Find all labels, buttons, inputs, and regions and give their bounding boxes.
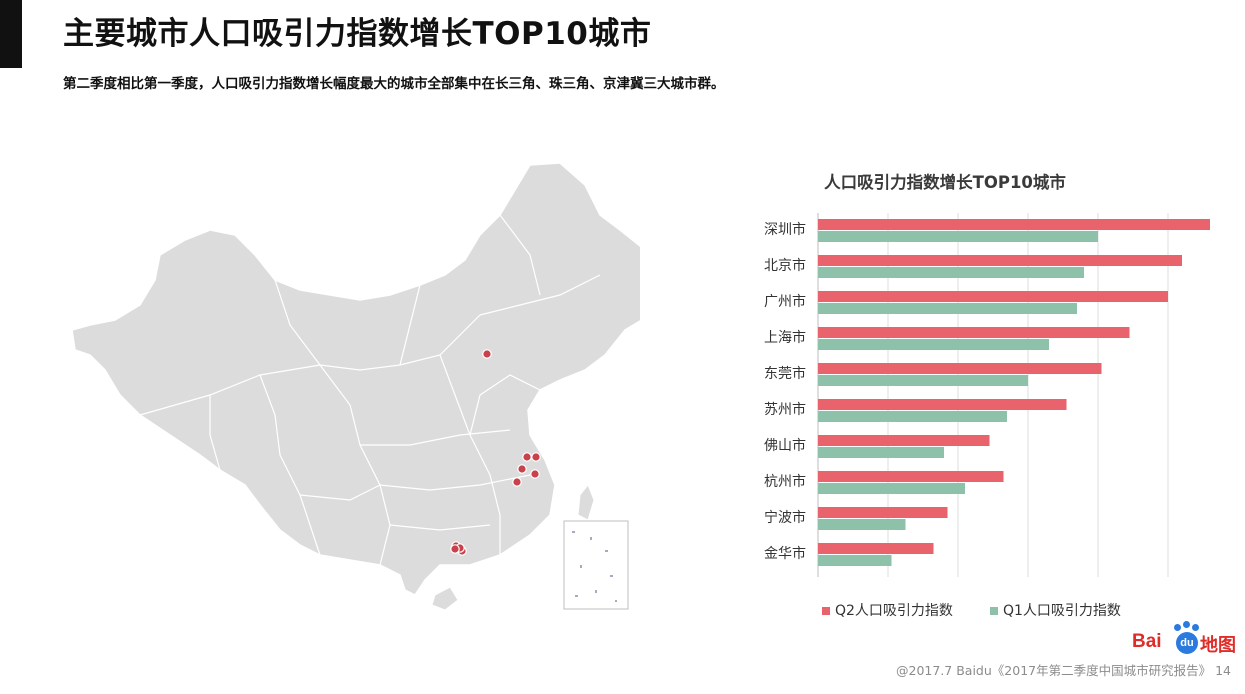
province-borders <box>139 214 601 566</box>
bar-q2 <box>818 543 934 554</box>
china-map <box>71 162 640 611</box>
category-label: 金华市 <box>764 545 806 562</box>
logo-paw-dot <box>1192 624 1199 631</box>
bar-q1 <box>818 339 1049 350</box>
city-marker <box>450 544 460 554</box>
footer-source-text: @2017.7 Baidu《2017年第二季度中国城市研究报告》 <box>896 663 1212 678</box>
page-subtitle: 第二季度相比第一季度，人口吸引力指数增长幅度最大的城市全部集中在长三角、珠三角、… <box>63 76 725 92</box>
bar-q2 <box>818 255 1182 266</box>
page-title: 主要城市人口吸引力指数增长TOP10城市 <box>63 16 652 52</box>
legend-label: Q1人口吸引力指数 <box>1003 603 1121 619</box>
bar-q2 <box>818 327 1130 338</box>
bar-q1 <box>818 231 1098 242</box>
bar-chart: 人口吸引力指数增长TOP10城市 深圳市北京市广州市上海市东莞市苏州市佛山市杭州… <box>764 172 1210 619</box>
taiwan-shape <box>577 484 595 521</box>
logo-badge: du <box>1176 632 1198 654</box>
bar-q2 <box>818 435 990 446</box>
bar-q1 <box>818 303 1077 314</box>
bar-q1 <box>818 483 965 494</box>
city-markers <box>450 349 541 556</box>
category-label: 佛山市 <box>764 437 806 454</box>
bar-q2 <box>818 507 948 518</box>
bar-q1 <box>818 447 944 458</box>
bar-q1 <box>818 519 906 530</box>
category-label: 北京市 <box>764 257 806 274</box>
inset-islands <box>572 531 617 602</box>
legend-swatch <box>990 607 998 615</box>
chart-title: 人口吸引力指数增长TOP10城市 <box>824 172 1066 192</box>
category-label: 杭州市 <box>764 473 806 490</box>
category-label: 宁波市 <box>764 509 806 526</box>
logo-paw-dot <box>1174 624 1181 631</box>
page-number: 14 <box>1215 663 1231 678</box>
category-label: 上海市 <box>764 329 806 346</box>
bar-q2 <box>818 399 1067 410</box>
hainan-shape <box>431 586 459 611</box>
title-accent-bar <box>0 0 22 68</box>
logo-suffix: 地图 <box>1200 635 1236 656</box>
baidu-map-logo: Bai du 地图 <box>1128 620 1238 660</box>
bar-q1 <box>818 267 1084 278</box>
legend-swatch <box>822 607 830 615</box>
bar-q2 <box>818 471 1004 482</box>
logo-text: Bai <box>1132 631 1162 652</box>
city-marker <box>522 452 532 462</box>
bar-q1 <box>818 555 892 566</box>
footer-source: @2017.7 Baidu《2017年第二季度中国城市研究报告》 14 <box>896 660 1231 679</box>
city-marker <box>482 349 492 359</box>
category-label: 广州市 <box>764 293 806 310</box>
legend-label: Q2人口吸引力指数 <box>835 603 953 619</box>
chart-bars <box>818 219 1210 566</box>
map-landmass <box>71 162 640 611</box>
south-china-sea-inset <box>563 520 629 610</box>
bar-q2 <box>818 291 1168 302</box>
city-marker <box>530 469 540 479</box>
bar-q2 <box>818 363 1102 374</box>
chart-legend: Q2人口吸引力指数 Q1人口吸引力指数 <box>822 603 1121 619</box>
bar-q1 <box>818 375 1028 386</box>
bar-q1 <box>818 411 1007 422</box>
category-label: 苏州市 <box>764 401 806 418</box>
mainland-shape <box>71 162 640 596</box>
city-marker <box>517 464 527 474</box>
category-label: 东莞市 <box>764 365 806 382</box>
city-marker <box>531 452 541 462</box>
city-marker <box>512 477 522 487</box>
bar-q2 <box>818 219 1210 230</box>
category-label: 深圳市 <box>764 221 806 238</box>
logo-paw-dot <box>1183 621 1190 628</box>
